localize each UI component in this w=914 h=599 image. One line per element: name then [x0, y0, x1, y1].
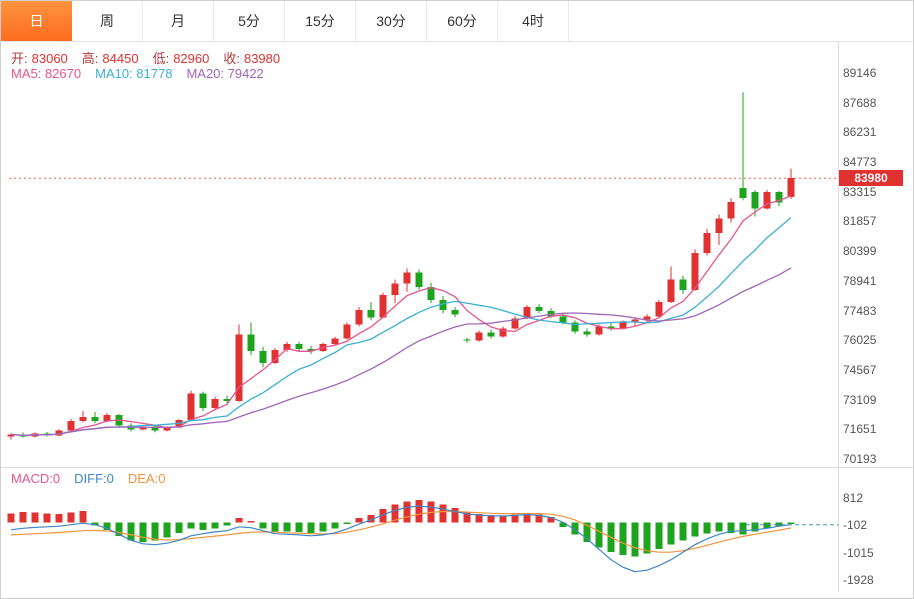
price-axis-label: 81857	[843, 214, 877, 229]
close-label: 收:	[223, 51, 240, 66]
close-value: 83980	[243, 51, 281, 66]
ma10-line	[10, 217, 792, 437]
macd-readout: MACD:0	[11, 471, 61, 486]
current-price-badge: 83980	[839, 170, 903, 187]
price-axis-label: 87688	[843, 95, 877, 110]
price-axis-label: 77483	[843, 303, 877, 318]
ma20-line	[10, 267, 792, 437]
diff-line	[10, 505, 792, 573]
macd-axis-label: -102	[843, 518, 868, 533]
diff-readout: DIFF:0	[74, 471, 114, 486]
tab-4hour[interactable]: 4时	[498, 1, 569, 41]
price-axis-label: 70193	[843, 452, 877, 466]
price-axis-label: 80399	[843, 244, 877, 259]
price-axis-label: 83315	[843, 184, 877, 199]
candles	[7, 92, 795, 440]
tab-60min[interactable]: 60分	[427, 1, 498, 41]
tab-daily[interactable]: 日	[1, 1, 72, 41]
price-axis-label: 89146	[843, 66, 877, 80]
open-label: 开:	[11, 51, 28, 66]
tab-30min[interactable]: 30分	[356, 1, 427, 41]
open-value: 83060	[31, 51, 68, 66]
low-value: 82960	[173, 51, 210, 66]
ma-legend: MA5: 82670 MA10: 81778 MA20: 79422	[11, 66, 278, 81]
macd-axis-label: -1015	[843, 545, 874, 560]
tab-monthly[interactable]: 月	[143, 1, 214, 41]
price-axis-label: 73109	[843, 392, 877, 407]
low-label: 低:	[152, 51, 170, 66]
dea-line	[10, 510, 792, 553]
dea-readout: DEA:0	[127, 471, 166, 486]
ma5-line	[10, 195, 792, 437]
price-axis-label: 74567	[843, 362, 877, 377]
price-axis-label: 71651	[843, 422, 877, 437]
tab-5min[interactable]: 5分	[214, 1, 285, 41]
macd-histogram	[7, 499, 795, 557]
macd-axis-label: 812	[843, 491, 864, 505]
macd-legend: MACD:0 DIFF:0 DEA:0	[11, 471, 179, 486]
high-label: 高:	[81, 51, 99, 66]
tab-weekly[interactable]: 周	[72, 1, 143, 41]
price-axis-label: 76025	[843, 333, 877, 348]
period-tabbar: 日周月 5分 15分 30分 60分 4时	[1, 1, 913, 42]
price-axis-label: 78941	[843, 273, 877, 288]
macd-axis-label: -1928	[843, 573, 874, 587]
ohlc-readout: 开: 83060 高: 84450 低: 82960 收: 83980	[11, 48, 284, 67]
price-axis-label: 84773	[843, 155, 877, 170]
ma5-readout: MA5: 82670	[11, 66, 82, 81]
ma10-readout: MA10: 81778	[95, 66, 173, 81]
ma20-readout: MA20: 79422	[186, 66, 264, 81]
high-value: 84450	[102, 51, 139, 66]
price-axis-label: 86231	[843, 125, 877, 140]
tab-15min[interactable]: 15分	[285, 1, 356, 41]
